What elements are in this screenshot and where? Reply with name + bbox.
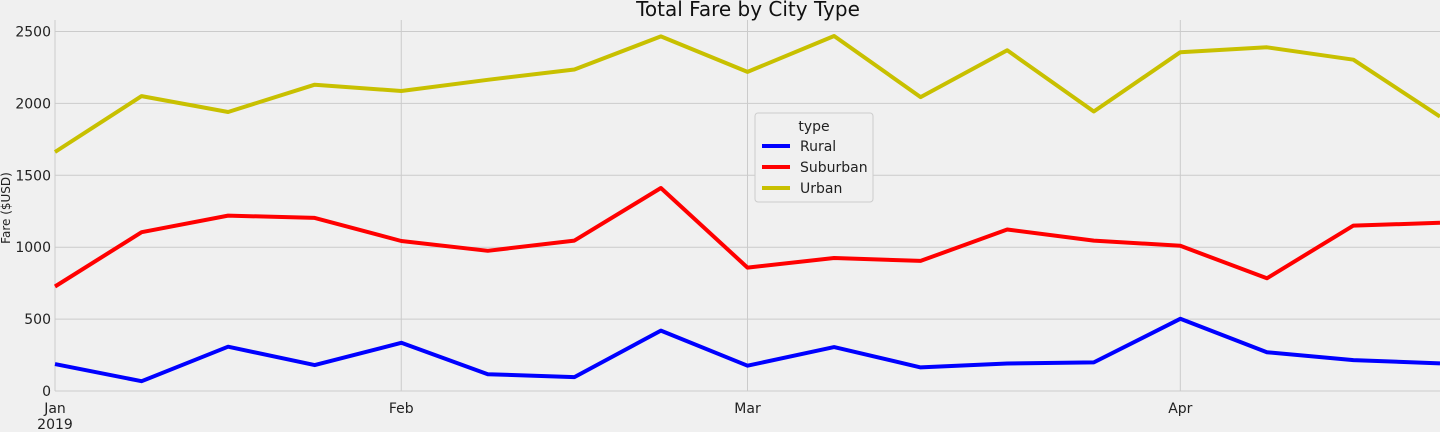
- legend: type Rural Suburban Urban: [754, 112, 874, 203]
- series-line-urban: [53, 34, 1440, 154]
- y-tick-labels: 0 500 1000 1500 2000 2500: [15, 25, 51, 400]
- series-lines: [53, 34, 1440, 384]
- y-tick-label: 500: [24, 312, 51, 328]
- y-tick-label: 0: [42, 384, 51, 400]
- y-tick-label: 2000: [15, 96, 51, 112]
- chart-title: Total Fare by City Type: [635, 0, 860, 21]
- series-line-suburban: [53, 186, 1440, 289]
- legend-label-suburban: Suburban: [800, 160, 868, 176]
- x-tick-label: Jan: [43, 401, 66, 417]
- x-tick-label: Mar: [734, 401, 761, 417]
- x-tick-label: Apr: [1168, 401, 1192, 417]
- grid-lines: [54, 20, 1440, 392]
- y-tick-label: 2500: [15, 25, 51, 41]
- legend-label-rural: Rural: [800, 139, 836, 155]
- legend-label-urban: Urban: [800, 181, 842, 197]
- legend-title: type: [798, 119, 829, 135]
- x-tick-label: Feb: [389, 401, 414, 417]
- y-tick-label: 1000: [15, 240, 51, 256]
- legend-box: [754, 112, 874, 203]
- x-tick-sublabel: 2019: [37, 417, 73, 432]
- y-tick-label: 1500: [15, 168, 51, 184]
- y-axis-label: Fare ($USD): [0, 172, 13, 244]
- series-line-rural: [54, 316, 1440, 384]
